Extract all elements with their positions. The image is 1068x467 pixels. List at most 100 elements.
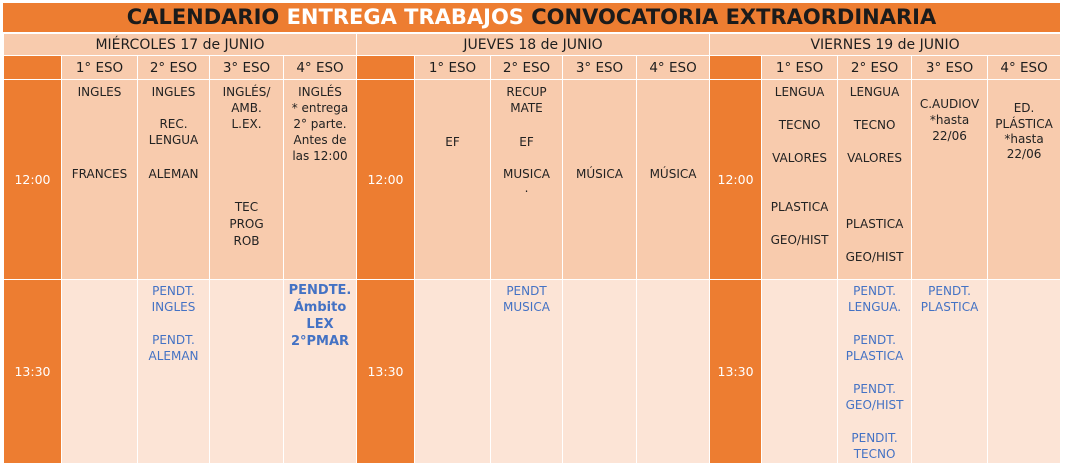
cell-text: PROG [229, 217, 264, 231]
page-title: CALENDARIO ENTREGA TRABAJOS CONVOCATORIA… [3, 3, 1060, 32]
cell-text: *hasta [929, 113, 970, 127]
cell-text: *hasta [1004, 132, 1044, 146]
day-header-row: MIÉRCOLES 17 de JUNIO JUEVES 18 de JUNIO… [3, 33, 1062, 56]
cell-text: AMB. [231, 101, 262, 115]
cell-text: LENGUA. [847, 300, 902, 314]
cell-text: GEO/HIST [770, 233, 829, 247]
title-part-2: ENTREGA TRABAJOS [286, 5, 524, 29]
cell-text: * entrega [291, 101, 349, 115]
wed-level-4: 4° ESO [283, 55, 357, 80]
fri-level-4: 4° ESO [987, 55, 1062, 80]
slot-row-1200: 12:00 INGLES FRANCES INGLES REC. LENGUA … [3, 79, 1062, 280]
cell-text: MUSICA [503, 300, 550, 314]
cell-text: MÚSICA [576, 167, 623, 181]
cell-thu-1200-eso3: MÚSICA [562, 79, 637, 280]
cell-text: . [524, 181, 529, 195]
cell-thu-1200-eso4: MÚSICA [635, 79, 711, 280]
fri-level-2: 2° ESO [837, 55, 913, 80]
fri-level-3: 3° ESO [911, 55, 989, 80]
time-column-header [356, 55, 415, 80]
cell-text: ALEMAN [148, 167, 199, 181]
schedule-table: MIÉRCOLES 17 de JUNIO JUEVES 18 de JUNIO… [3, 33, 1062, 464]
cell-wed-1330-eso3 [209, 279, 284, 464]
cell-text: VALORES [847, 151, 902, 165]
cell-text: MÚSICA [649, 167, 697, 181]
cell-text: INGLÉS/ [222, 85, 271, 99]
cell-text: TEC [234, 200, 259, 214]
cell-text: 22/06 [1006, 147, 1042, 161]
cell-text: TECNO [778, 118, 821, 132]
cell-fri-1330-eso4 [987, 279, 1062, 464]
time-label: 12:00 [3, 79, 62, 280]
cell-text: VALORES [772, 151, 827, 165]
cell-text: INGLES [77, 85, 122, 99]
cell-text: L.EX. [231, 117, 262, 131]
wed-level-2: 2° ESO [137, 55, 210, 80]
wed-level-3: 3° ESO [209, 55, 284, 80]
cell-text: LEX [306, 317, 334, 332]
cell-text: Antes de [293, 133, 347, 147]
cell-text: PENDT. [853, 284, 896, 298]
cell-wed-1200-eso3: INGLÉS/ AMB. L.EX. TEC PROG ROB [209, 79, 284, 280]
cell-text: PLASTICA [845, 217, 904, 231]
time-label: 12:00 [356, 79, 415, 280]
cell-thu-1330-eso4 [635, 279, 711, 464]
fri-level-1: 1° ESO [761, 55, 839, 80]
title-part-1: CALENDARIO [126, 5, 287, 29]
cell-text: PENDT. [853, 333, 896, 347]
cell-text: GEO/HIST [845, 250, 904, 264]
time-column-header [3, 55, 62, 80]
cell-text: PENDT. [152, 333, 195, 347]
cell-text: ALEMAN [148, 349, 199, 363]
cell-text: PENDTE. [288, 283, 352, 298]
thu-level-2: 2° ESO [490, 55, 563, 80]
cell-text: LENGUA [148, 133, 199, 147]
cell-text: PLÁSTICA [995, 117, 1053, 131]
cell-text: 22/06 [932, 129, 967, 143]
title-part-3: CONVOCATORIA EXTRAORDINARIA [523, 5, 937, 29]
cell-fri-1200-eso4: ED. PLÁSTICA *hasta 22/06 [987, 79, 1062, 280]
cell-text: ED. [1013, 101, 1035, 115]
cell-wed-1200-eso1: INGLES FRANCES [61, 79, 138, 280]
cell-thu-1330-eso3 [562, 279, 637, 464]
day-friday: VIERNES 19 de JUNIO [709, 33, 1062, 56]
cell-thu-1200-eso2: RECUP MATE EF MUSICA . [490, 79, 563, 280]
cell-fri-1330-eso2: PENDT. LENGUA. PENDT. PLASTICA PENDT. GE… [837, 279, 913, 464]
cell-text: 2°PMAR [290, 334, 350, 349]
cell-text: INGLES [151, 85, 196, 99]
time-label: 13:30 [3, 279, 62, 464]
cell-text: LENGUA [849, 85, 900, 99]
cell-text: PENDIT. [851, 431, 898, 445]
level-header-row: 1° ESO 2° ESO 3° ESO 4° ESO 1° ESO 2° ES… [3, 55, 1062, 80]
day-thursday: JUEVES 18 de JUNIO [355, 33, 711, 56]
cell-text: GEO/HIST [845, 398, 904, 412]
cell-text: PENDT. [152, 284, 195, 298]
cell-text: TECNO [853, 447, 896, 461]
cell-fri-1330-eso3: PENDT. PLASTICA [911, 279, 989, 464]
thu-level-4: 4° ESO [635, 55, 711, 80]
cell-fri-1330-eso1 [761, 279, 839, 464]
time-label: 13:30 [709, 279, 763, 464]
slot-row-1330: 13:30 PENDT. INGLES PENDT. ALEMAN PENDTE… [3, 279, 1062, 464]
cell-text: PENDT [506, 284, 547, 298]
cell-fri-1200-eso2: LENGUA TECNO VALORES PLASTICA GEO/HIST [837, 79, 913, 280]
cell-text: EF [519, 135, 534, 149]
cell-wed-1200-eso2: INGLES REC. LENGUA ALEMAN [137, 79, 210, 280]
cell-text: FRANCES [71, 167, 128, 181]
cell-wed-1330-eso2: PENDT. INGLES PENDT. ALEMAN [137, 279, 210, 464]
cell-text: INGLES [151, 300, 196, 314]
cell-text: 2° parte. [293, 117, 347, 131]
cell-thu-1330-eso1 [414, 279, 491, 464]
cell-text: MATE [510, 101, 543, 115]
time-label: 13:30 [356, 279, 415, 464]
time-column-header [709, 55, 763, 80]
cell-text: PLASTICA [920, 300, 979, 314]
cell-text: MUSICA [503, 167, 550, 181]
cell-fri-1200-eso3: C.AUDIOV *hasta 22/06 [911, 79, 989, 280]
cell-text: INGLÉS [298, 85, 342, 99]
cell-text: PLASTICA [770, 200, 829, 214]
cell-thu-1200-eso1: EF [414, 79, 491, 280]
cell-thu-1330-eso2: PENDT MUSICA [490, 279, 563, 464]
cell-fri-1200-eso1: LENGUA TECNO VALORES PLASTICA GEO/HIST [761, 79, 839, 280]
wed-level-1: 1° ESO [61, 55, 138, 80]
